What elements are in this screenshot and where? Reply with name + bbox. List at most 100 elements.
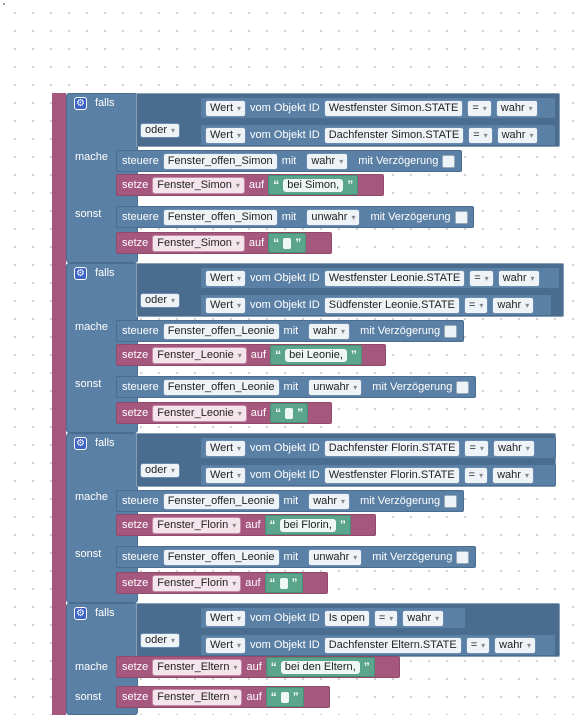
setze-block[interactable]: setze Fenster_Florin ▾ auf “bei Florin,” <box>116 514 376 536</box>
text-block[interactable]: “bei Florin,” <box>264 515 351 535</box>
value-dropdown[interactable]: wahr ▾ <box>492 466 534 484</box>
text-block[interactable]: “” <box>268 233 307 253</box>
object-id-field[interactable]: Westfenster Simon.STATE <box>323 99 464 117</box>
delay-checkbox[interactable] <box>456 550 470 564</box>
operator-dropdown[interactable]: = ▾ <box>467 99 492 117</box>
compare-block[interactable]: Wert ▾ vom Objekt ID Westfenster Florin.STA… <box>200 464 556 486</box>
text-value-field[interactable]: bei Simon, <box>283 178 344 192</box>
setze-block[interactable]: setze Fenster_Simon ▾ auf “bei Simon,” <box>116 174 384 196</box>
text-block[interactable]: “bei Leonie,” <box>270 345 362 365</box>
operator-dropdown[interactable]: = ▾ <box>468 126 493 144</box>
object-id-field[interactable]: Westfenster Florin.STATE <box>323 466 460 484</box>
object-id-field[interactable]: Dachfenster Simon.STATE <box>323 126 465 144</box>
variable-dropdown[interactable]: Fenster_Eltern ▾ <box>152 688 243 706</box>
wert-dropdown[interactable]: Wert ▾ <box>205 99 247 117</box>
oder-dropdown[interactable]: oder ▾ <box>140 633 181 648</box>
text-value-field[interactable]: bei Leonie, <box>285 348 347 362</box>
value-dropdown[interactable]: wahr ▾ <box>492 296 535 314</box>
text-value-field[interactable]: bei den Eltern, <box>280 660 360 674</box>
operator-dropdown[interactable]: = ▾ <box>465 636 491 654</box>
operator-dropdown[interactable]: = ▾ <box>463 296 489 314</box>
compare-block[interactable]: Wert ▾ vom Objekt ID Dachfenster Florin.STA… <box>200 437 556 459</box>
gear-icon[interactable]: ⚙ <box>74 97 87 110</box>
text-block[interactable]: “” <box>265 687 304 707</box>
object-id-field[interactable]: Südfenster Leonie.STATE <box>323 296 460 314</box>
text-block[interactable]: “” <box>264 573 303 593</box>
operator-dropdown[interactable]: = ▾ <box>469 269 494 287</box>
control-variable-field[interactable]: Fenster_offen_Simon <box>162 208 278 226</box>
gear-icon[interactable]: ⚙ <box>74 437 87 450</box>
setze-block[interactable]: setze Fenster_Leonie ▾ auf “bei Leonie,” <box>116 344 386 366</box>
text-block[interactable]: “bei Simon,” <box>268 175 359 195</box>
setze-block[interactable]: setze Fenster_Simon ▾ auf “” <box>116 232 332 254</box>
compare-block[interactable]: Wert ▾ vom Objekt ID Dachfenster Eltern.STA… <box>200 634 556 656</box>
object-id-field[interactable]: Westfenster Leonie.STATE <box>323 269 466 287</box>
value-dropdown[interactable]: wahr ▾ <box>497 269 540 287</box>
variable-dropdown[interactable]: Fenster_Eltern ▾ <box>152 658 243 676</box>
object-id-field[interactable]: Dachfenster Eltern.STATE <box>323 636 462 654</box>
control-variable-field[interactable]: Fenster_offen_Leonie <box>162 322 280 340</box>
empty-text-field[interactable] <box>283 237 292 249</box>
bool-dropdown[interactable]: unwahr ▾ <box>308 548 363 566</box>
compare-block[interactable]: Wert ▾ vom Objekt ID Westfenster Leonie.STA… <box>200 267 560 289</box>
gear-icon[interactable]: ⚙ <box>74 607 87 620</box>
bool-dropdown[interactable]: wahr ▾ <box>306 152 349 170</box>
delay-checkbox[interactable] <box>444 494 458 508</box>
text-block[interactable]: “bei den Eltern,” <box>265 657 375 677</box>
steuere-block[interactable]: steuere Fenster_offen_Leonie mit wahr ▾ mit V… <box>116 320 464 342</box>
steuere-block[interactable]: steuere Fenster_offen_Simon mit wahr ▾ mit Ve… <box>116 150 462 172</box>
oder-dropdown[interactable]: oder ▾ <box>140 293 181 308</box>
wert-dropdown[interactable]: Wert ▾ <box>205 269 247 287</box>
text-block[interactable]: “” <box>270 403 309 423</box>
operator-dropdown[interactable]: = ▾ <box>464 439 489 457</box>
control-variable-field[interactable]: Fenster_offen_Leonie <box>162 548 280 566</box>
oder-dropdown[interactable]: oder ▾ <box>140 123 181 138</box>
steuere-block[interactable]: steuere Fenster_offen_Leonie mit wahr ▾ mit V… <box>116 490 464 512</box>
bool-dropdown[interactable]: wahr ▾ <box>308 322 351 340</box>
object-id-field[interactable]: Is open <box>323 609 370 627</box>
wert-dropdown[interactable]: Wert ▾ <box>205 636 247 654</box>
variable-dropdown[interactable]: Fenster_Leonie ▾ <box>152 404 247 422</box>
operator-dropdown[interactable]: = ▾ <box>463 466 489 484</box>
control-variable-field[interactable]: Fenster_offen_Simon <box>162 152 278 170</box>
delay-checkbox[interactable] <box>444 324 458 338</box>
wert-dropdown[interactable]: Wert ▾ <box>205 296 247 314</box>
value-dropdown[interactable]: wahr ▾ <box>495 99 538 117</box>
variable-dropdown[interactable]: Fenster_Simon ▾ <box>152 234 245 252</box>
setze-block[interactable]: setze Fenster_Eltern ▾ auf “” <box>116 686 330 708</box>
compare-block[interactable]: Wert ▾ vom Objekt ID Is open = ▾ wahr ▾ <box>200 607 466 629</box>
bool-dropdown[interactable]: unwahr ▾ <box>306 208 361 226</box>
compare-block[interactable]: Wert ▾ vom Objekt ID Dachfenster Simon.STAT… <box>200 124 556 146</box>
wert-dropdown[interactable]: Wert ▾ <box>205 466 247 484</box>
setze-block[interactable]: setze Fenster_Florin ▾ auf “” <box>116 572 328 594</box>
value-dropdown[interactable]: wahr ▾ <box>496 126 539 144</box>
bool-dropdown[interactable]: wahr ▾ <box>308 492 351 510</box>
wert-dropdown[interactable]: Wert ▾ <box>205 126 247 144</box>
setze-block[interactable]: setze Fenster_Eltern ▾ auf “bei den Eltern,” <box>116 656 400 678</box>
variable-dropdown[interactable]: Fenster_Leonie ▾ <box>152 346 247 364</box>
steuere-block[interactable]: steuere Fenster_offen_Leonie mit unwahr ▾ mit… <box>116 376 476 398</box>
empty-text-field[interactable] <box>285 407 294 419</box>
value-dropdown[interactable]: wahr ▾ <box>494 636 537 654</box>
object-id-field[interactable]: Dachfenster Florin.STATE <box>323 439 461 457</box>
bool-dropdown[interactable]: unwahr ▾ <box>308 378 363 396</box>
variable-dropdown[interactable]: Fenster_Simon ▾ <box>152 176 245 194</box>
empty-text-field[interactable] <box>280 691 289 703</box>
value-dropdown[interactable]: wahr ▾ <box>402 609 445 627</box>
gear-icon[interactable]: ⚙ <box>74 267 87 280</box>
compare-block[interactable]: Wert ▾ vom Objekt ID Südfenster Leonie.STAT… <box>200 294 552 316</box>
control-variable-field[interactable]: Fenster_offen_Leonie <box>162 378 280 396</box>
wert-dropdown[interactable]: Wert ▾ <box>205 439 247 457</box>
variable-dropdown[interactable]: Fenster_Florin ▾ <box>152 516 242 534</box>
operator-dropdown[interactable]: = ▾ <box>373 609 399 627</box>
oder-dropdown[interactable]: oder ▾ <box>140 463 181 478</box>
wert-dropdown[interactable]: Wert ▾ <box>205 609 247 627</box>
setze-block[interactable]: setze Fenster_Leonie ▾ auf “” <box>116 402 332 424</box>
variable-dropdown[interactable]: Fenster_Florin ▾ <box>152 574 242 592</box>
steuere-block[interactable]: steuere Fenster_offen_Simon mit unwahr ▾ mit … <box>116 206 474 228</box>
compare-block[interactable]: Wert ▾ vom Objekt ID Westfenster Simon.STAT… <box>200 97 556 119</box>
steuere-block[interactable]: steuere Fenster_offen_Leonie mit unwahr ▾ mit… <box>116 546 476 568</box>
value-dropdown[interactable]: wahr ▾ <box>492 439 535 457</box>
empty-text-field[interactable] <box>279 577 288 589</box>
control-variable-field[interactable]: Fenster_offen_Leonie <box>162 492 280 510</box>
